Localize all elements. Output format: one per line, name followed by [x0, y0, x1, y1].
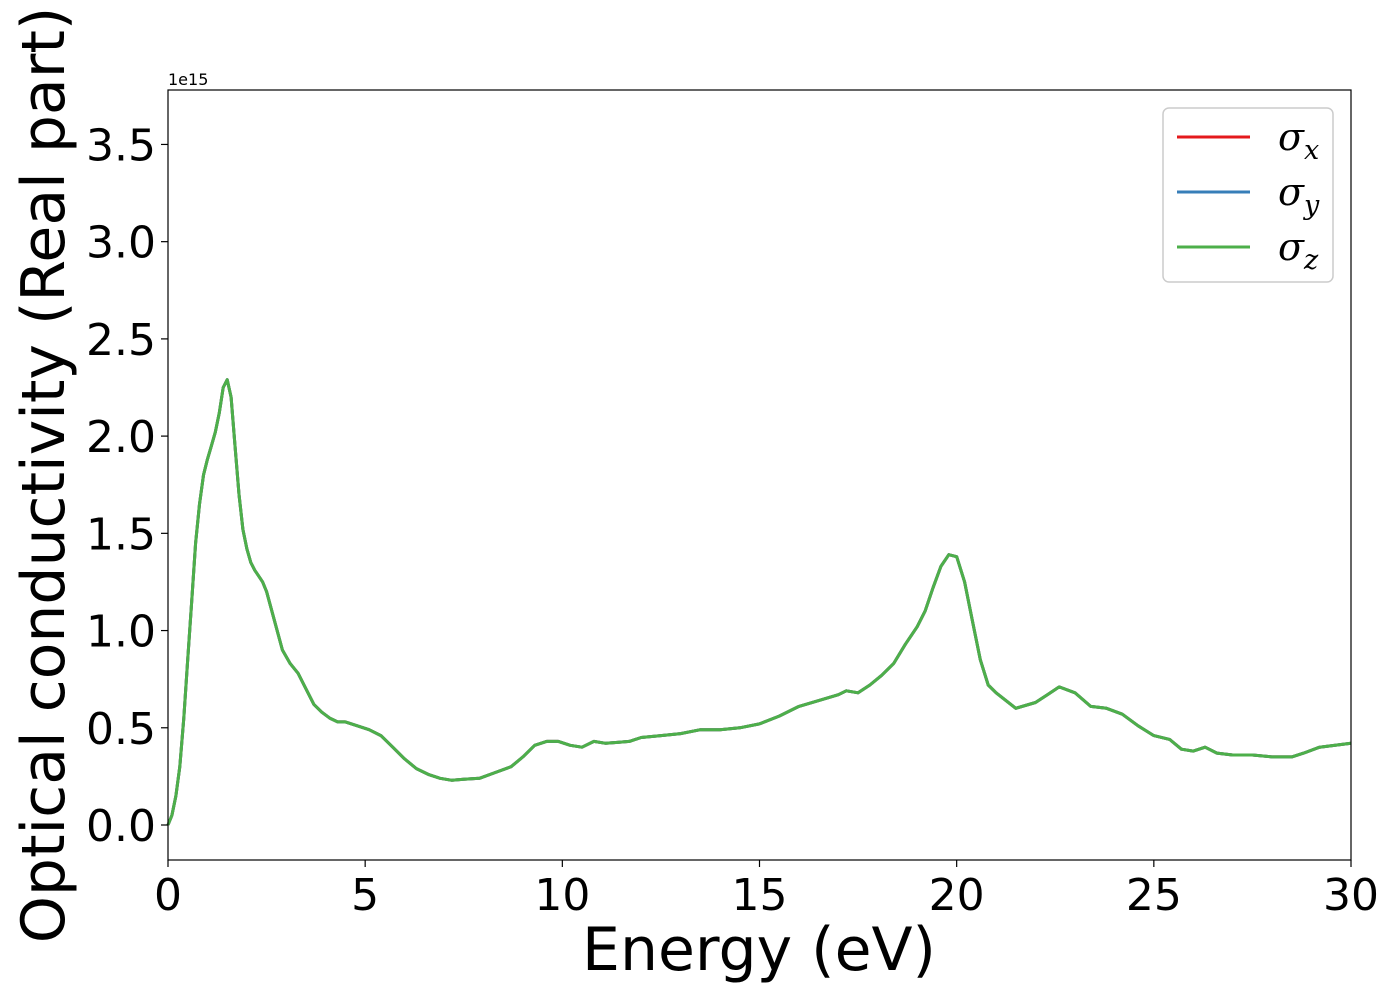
- x-tick-label: 15: [732, 870, 788, 921]
- x-tick-label: 10: [534, 870, 590, 921]
- x-tick-label: 25: [1126, 870, 1182, 921]
- y-tick-label: 0.5: [86, 704, 156, 755]
- plot-lines: [166, 378, 1352, 826]
- x-tick-label: 5: [351, 870, 379, 921]
- x-axis-title: Energy (eV): [582, 915, 936, 985]
- x-tick-label: 20: [929, 870, 985, 921]
- legend-label-y: σy: [1278, 170, 1320, 221]
- y-tick-label: 3.0: [86, 218, 156, 269]
- y-tick-label: 3.5: [86, 120, 156, 171]
- legend-box: [1162, 107, 1334, 283]
- y-offset-text: 1e15: [168, 70, 208, 89]
- x-axis: 0 5 10 15 20 25 30: [154, 860, 1379, 921]
- series-line-z: [166, 378, 1352, 826]
- y-axis: 0.0 0.5 1.0 1.5 2.0 2.5 3.0 3.5: [86, 120, 168, 852]
- series-line-x: [166, 378, 1352, 826]
- x-tick-label: 0: [154, 870, 182, 921]
- x-tick-label: 30: [1323, 870, 1379, 921]
- legend-label-x: σx: [1278, 115, 1319, 166]
- y-tick-label: 1.5: [86, 509, 156, 560]
- legend-label-z: σz: [1278, 225, 1319, 276]
- y-tick-label: 0.0: [86, 801, 156, 852]
- y-tick-label: 1.0: [86, 607, 156, 658]
- y-tick-label: 2.0: [86, 412, 156, 463]
- series-line-y: [166, 378, 1352, 826]
- y-axis-title: Optical conductivity (Real part): [9, 7, 79, 944]
- y-tick-label: 2.5: [86, 315, 156, 366]
